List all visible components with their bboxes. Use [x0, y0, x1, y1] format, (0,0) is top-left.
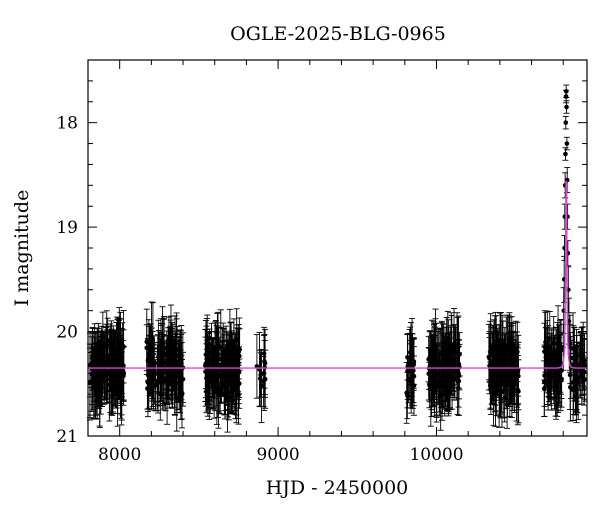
y-tick-label: 19 [56, 218, 78, 238]
data-point [106, 356, 113, 403]
data-point [232, 345, 239, 420]
chart-title: OGLE-2025-BLG-0965 [230, 23, 446, 45]
data-point [410, 355, 417, 416]
data-point [115, 348, 122, 401]
data-point [147, 353, 154, 396]
data-point [145, 319, 152, 389]
data-point [100, 330, 107, 382]
data-point [563, 84, 570, 99]
data-point [407, 339, 414, 383]
data-point [408, 343, 415, 414]
data-point [218, 350, 225, 404]
data-point [91, 323, 98, 397]
y-axis-label: I magnitude [11, 190, 33, 307]
y-tick-label: 21 [56, 427, 78, 447]
data-point [404, 371, 411, 420]
data-point [455, 345, 462, 417]
data-point [261, 326, 268, 381]
data-point [435, 345, 442, 403]
data-point [563, 100, 570, 114]
data-point [425, 347, 432, 401]
data-point [116, 317, 123, 371]
data-point [104, 317, 111, 364]
axis-ticks: 8000 9000 10000 18 19 20 21 [56, 59, 587, 465]
data-point [214, 311, 221, 378]
data-point [253, 334, 260, 399]
x-axis-label: HJD - 2450000 [266, 477, 409, 499]
data-point [173, 333, 180, 389]
data-point [485, 323, 492, 391]
data-point [562, 115, 569, 130]
data-point [490, 362, 497, 426]
data-point [155, 330, 162, 384]
data-point [161, 317, 168, 394]
data-point [235, 328, 242, 393]
data-point [514, 344, 521, 406]
data-point [217, 309, 224, 386]
data-point [157, 325, 164, 396]
x-tick-label: 10000 [409, 445, 463, 465]
data-point [547, 352, 554, 398]
data-point [443, 326, 450, 401]
data-point [493, 315, 500, 384]
data-point [499, 314, 506, 391]
data-point [262, 349, 269, 409]
data-point [504, 314, 511, 381]
data-point [432, 318, 439, 395]
model-curve [88, 180, 587, 369]
data-point [106, 348, 113, 422]
data-point [204, 336, 211, 412]
y-tick-label: 20 [56, 323, 78, 343]
data-point [210, 337, 217, 409]
x-tick-label: 9000 [256, 445, 299, 465]
data-point [550, 336, 557, 395]
data-point [548, 329, 555, 383]
data-point [563, 136, 570, 151]
data-point [258, 349, 265, 424]
plot-area: 8000 9000 10000 18 19 20 21 [56, 59, 588, 465]
data-points [86, 84, 588, 433]
data-point [436, 353, 443, 417]
data-point [508, 353, 515, 402]
data-point [165, 351, 172, 397]
x-tick-label: 8000 [98, 445, 141, 465]
data-point [543, 327, 550, 389]
data-point [554, 356, 561, 417]
y-tick-label: 18 [56, 114, 78, 134]
data-point [581, 333, 588, 388]
